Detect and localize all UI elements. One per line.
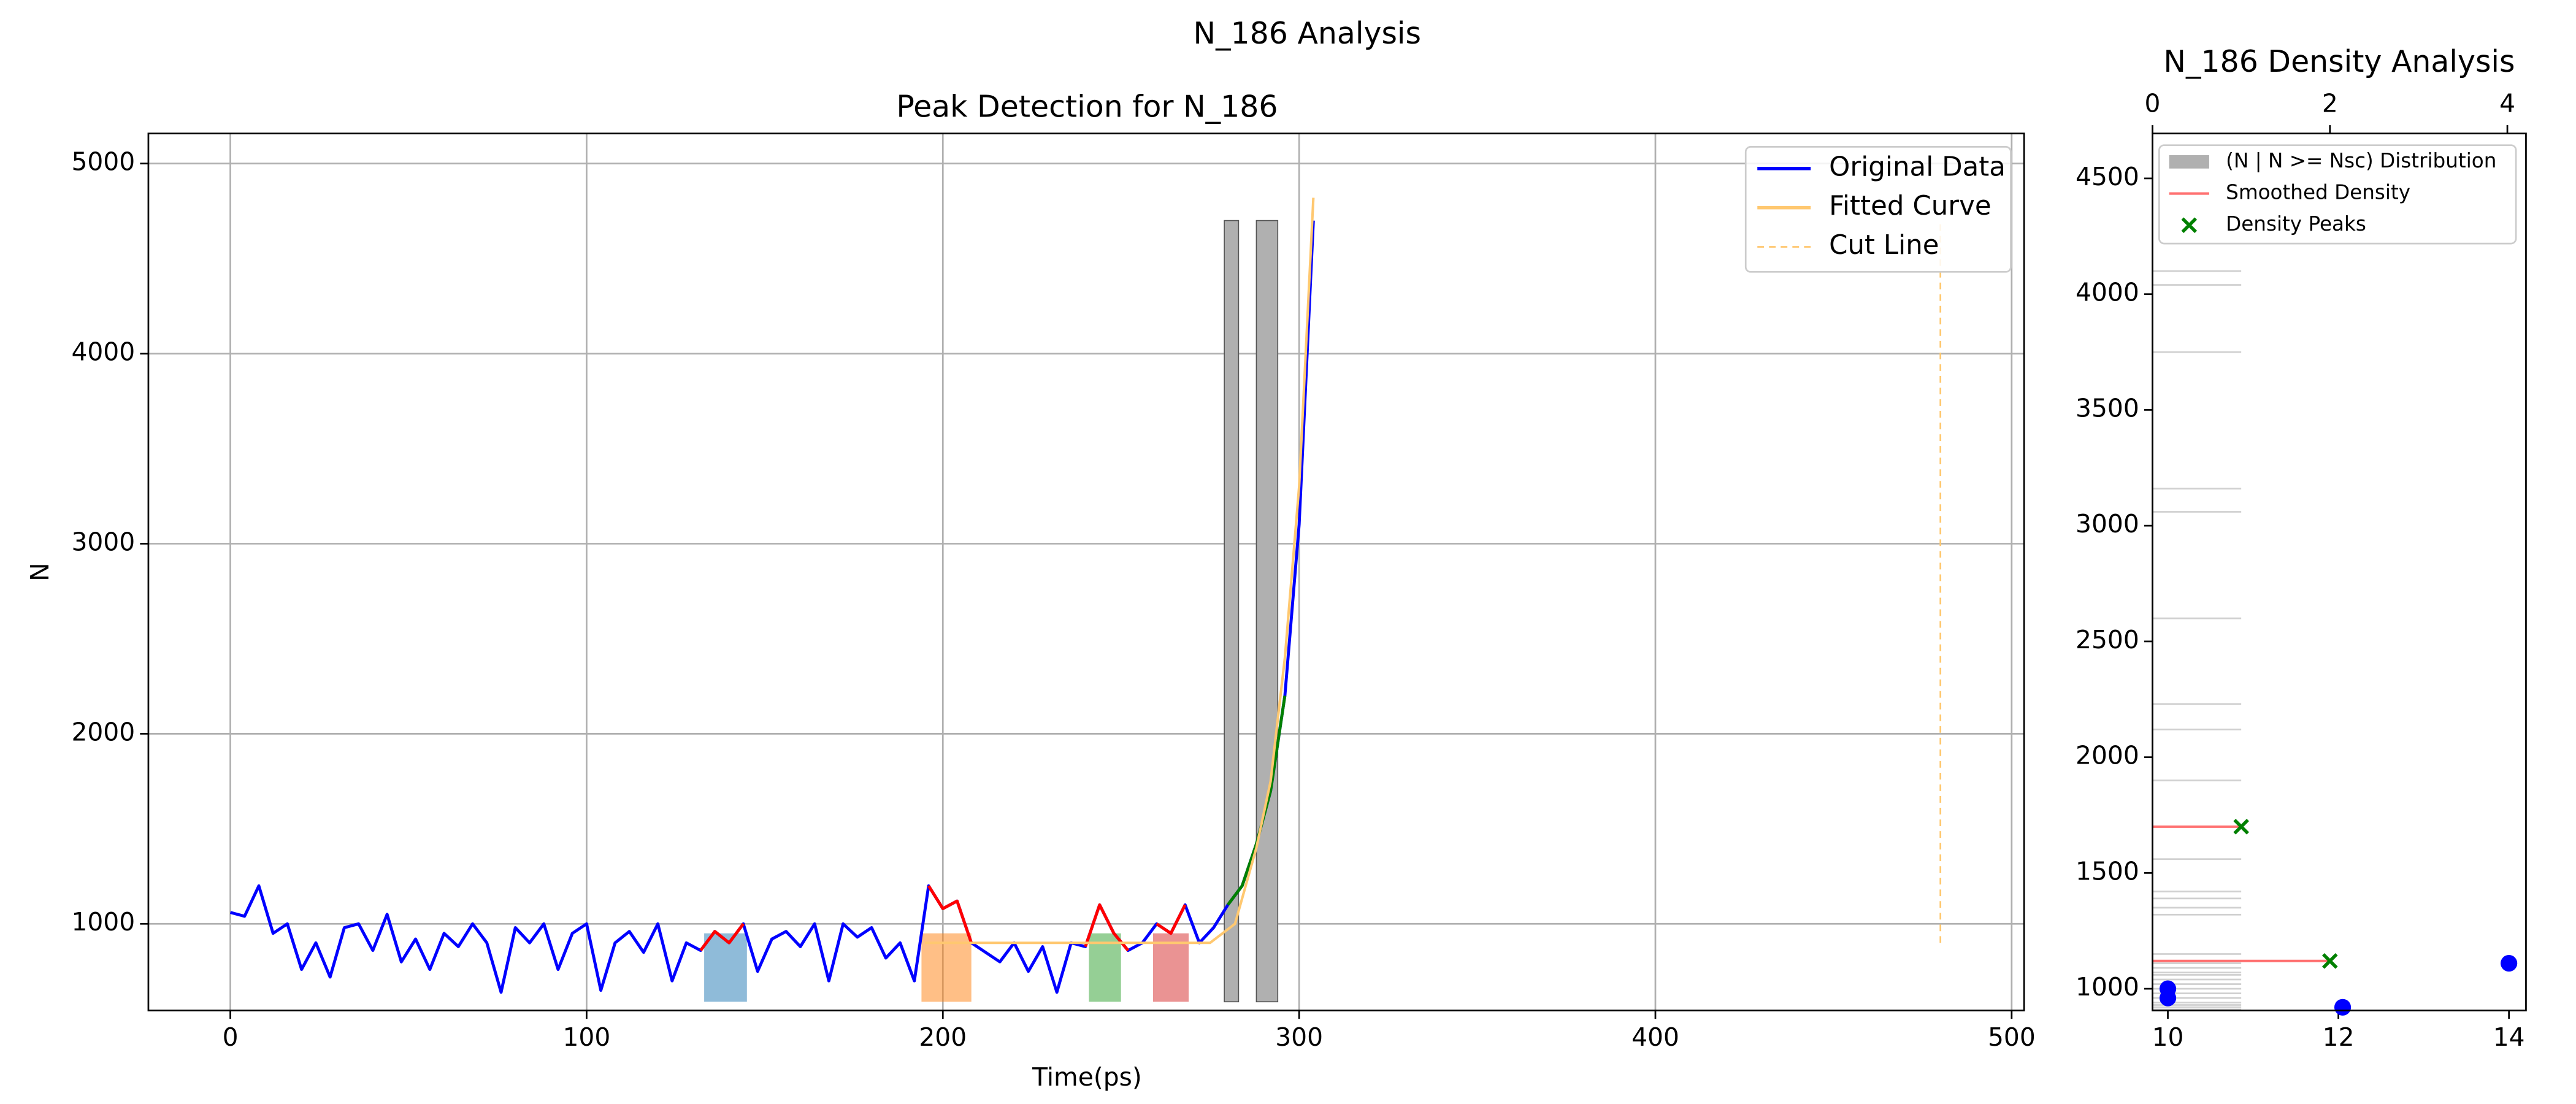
y-tick-label: 2500 bbox=[2076, 625, 2139, 654]
histogram-bar bbox=[2152, 891, 2242, 892]
histogram-bar bbox=[2152, 728, 2242, 730]
y-tick-label: 3000 bbox=[71, 527, 135, 556]
legend-box bbox=[1744, 146, 2012, 273]
y-axis-label: N bbox=[25, 562, 55, 581]
histogram-bar bbox=[2152, 1002, 2242, 1004]
x-tick-label: 100 bbox=[562, 1022, 610, 1052]
series-line bbox=[925, 197, 1315, 945]
histogram-bar bbox=[2152, 1006, 2242, 1008]
legend-swatch bbox=[2169, 155, 2209, 169]
y-tick-label: 3500 bbox=[2076, 393, 2139, 423]
chart-title: Peak Detection for N_186 bbox=[896, 89, 1278, 124]
histogram-bar bbox=[2152, 967, 2242, 969]
peak-region bbox=[1089, 933, 1121, 1002]
y-tick-label: 5000 bbox=[71, 147, 135, 177]
histogram-bar bbox=[2152, 351, 2242, 353]
x2-tick-label: 10 bbox=[2152, 1022, 2184, 1052]
histogram-bar bbox=[2152, 962, 2242, 964]
histogram-bar bbox=[2152, 983, 2242, 985]
legend-label: Original Data bbox=[1829, 151, 2006, 182]
series-line bbox=[229, 220, 1315, 994]
y-tick-label: 1500 bbox=[2076, 856, 2139, 886]
legend-label: (N | N >= Nsc) Distribution bbox=[2226, 149, 2496, 172]
histogram-bar bbox=[2152, 972, 2242, 974]
x-axis-label: Time(ps) bbox=[1032, 1062, 1142, 1092]
histogram-bar bbox=[2152, 1004, 2242, 1006]
highlight-line bbox=[927, 884, 973, 944]
histogram-bar bbox=[2152, 992, 2242, 994]
legend-label: Cut Line bbox=[1829, 230, 1939, 261]
x2-tick-label: 14 bbox=[2493, 1022, 2525, 1052]
y-tick-label: 1000 bbox=[71, 907, 135, 937]
legend-label: Density Peaks bbox=[2226, 212, 2366, 236]
histogram-bar bbox=[2152, 284, 2242, 286]
figure-title: N_186 Analysis bbox=[1193, 16, 1421, 51]
y-tick-label: 1000 bbox=[2076, 972, 2139, 1002]
peak-region bbox=[1152, 933, 1189, 1002]
legend-label: Fitted Curve bbox=[1829, 191, 1991, 221]
histogram-bar bbox=[2152, 907, 2242, 909]
legend-swatch bbox=[2181, 217, 2198, 233]
x-tick-label: 4 bbox=[2499, 88, 2515, 118]
histogram-bar bbox=[2152, 974, 2242, 976]
histogram-bar bbox=[2152, 997, 2242, 999]
highlight-line bbox=[1156, 904, 1187, 935]
histogram-bar bbox=[2152, 779, 2242, 781]
histogram-bar bbox=[2152, 897, 2242, 900]
plot-frame bbox=[2152, 132, 2527, 1011]
y-tick-label: 2000 bbox=[2076, 741, 2139, 770]
histogram-bar bbox=[2152, 488, 2242, 490]
plot-frame bbox=[147, 132, 2025, 1011]
x-tick-label: 300 bbox=[1275, 1022, 1323, 1052]
legend-box bbox=[2158, 144, 2517, 245]
histogram-bar bbox=[2152, 987, 2242, 990]
y-tick-label: 3000 bbox=[2076, 509, 2139, 539]
density-chart: 0 2 4 10 12 14 1000 1500 2000 2500 3000 3500 4000 450… bbox=[2076, 88, 2527, 1052]
y-tick-label: 4000 bbox=[2076, 278, 2139, 307]
histogram-bar bbox=[2152, 1008, 2242, 1011]
x-tick-label: 200 bbox=[919, 1022, 967, 1052]
histogram-bar bbox=[2152, 858, 2242, 861]
point bbox=[2334, 999, 2352, 1016]
x-tick-label: 0 bbox=[223, 1022, 239, 1052]
y-tick-label: 4000 bbox=[71, 337, 135, 367]
peak-region bbox=[704, 933, 747, 1002]
y-tick-label: 2000 bbox=[71, 717, 135, 746]
legend-label: Smoothed Density bbox=[2226, 181, 2410, 204]
point bbox=[2159, 989, 2177, 1006]
y-tick-label: 4500 bbox=[2076, 162, 2139, 191]
bar bbox=[1224, 220, 1240, 1003]
histogram-bar bbox=[2152, 703, 2242, 705]
peak-region bbox=[921, 933, 972, 1002]
x-tick-label: 500 bbox=[1988, 1022, 2036, 1052]
x-tick-label: 400 bbox=[1631, 1022, 1679, 1052]
x2-tick-label: 12 bbox=[2323, 1022, 2355, 1052]
density-peak bbox=[2233, 819, 2249, 835]
histogram-bar bbox=[2152, 270, 2242, 272]
x-tick-label: 0 bbox=[2145, 88, 2161, 118]
histogram-bar bbox=[2152, 617, 2242, 619]
x-tick-label: 2 bbox=[2322, 88, 2338, 118]
histogram-bar bbox=[2152, 978, 2242, 981]
density-peak bbox=[2321, 953, 2338, 969]
highlight-line bbox=[699, 922, 745, 952]
histogram-bar bbox=[2152, 913, 2242, 916]
bar bbox=[1255, 220, 1279, 1003]
point bbox=[2501, 954, 2518, 972]
histogram-bar bbox=[2152, 511, 2242, 513]
chart-title: N_186 Density Analysis bbox=[2163, 44, 2515, 79]
main-chart: 0 100 200 300 400 500 1000 2000 3000 4000 5000 Orig… bbox=[71, 132, 2036, 1052]
histogram-bar bbox=[2152, 953, 2242, 955]
